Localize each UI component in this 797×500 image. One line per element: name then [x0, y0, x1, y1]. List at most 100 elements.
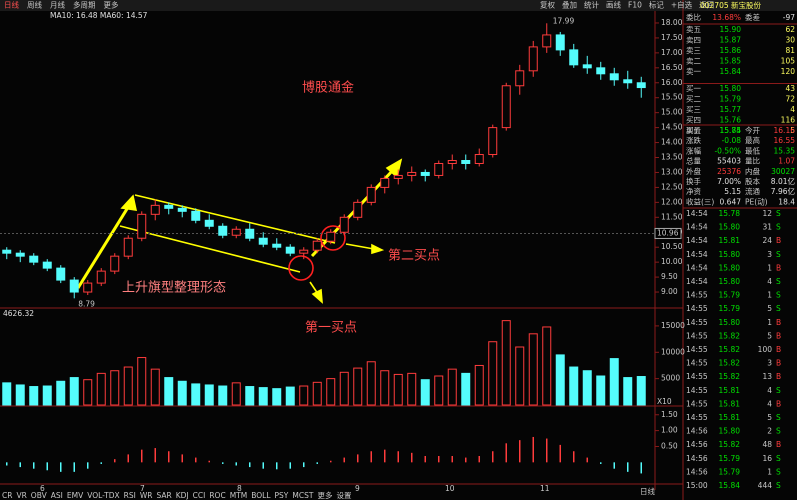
- indicator-tab[interactable]: RSI: [124, 491, 136, 500]
- stat-label: 收益(三): [686, 196, 714, 206]
- orderbook-label: 买一: [686, 84, 701, 93]
- trade-side: S: [776, 386, 781, 395]
- toolbar-tab[interactable]: 周线: [27, 0, 42, 10]
- candle-body: [380, 177, 390, 188]
- stat-value: 15.84: [720, 126, 742, 135]
- volume-bar: [312, 381, 322, 406]
- arrow-head: [120, 194, 138, 211]
- trade-price: 15.81: [719, 386, 741, 395]
- candle-body: [596, 67, 606, 75]
- indicator-tab[interactable]: 更多: [317, 490, 332, 500]
- orderbook-label: 卖四: [686, 36, 701, 45]
- indicator-tab[interactable]: OBV: [31, 491, 48, 500]
- volume-bar: [461, 372, 471, 406]
- trade-time: 14:55: [686, 304, 708, 313]
- volume-bar: [542, 326, 552, 406]
- orderbook-price: 15.77: [720, 105, 742, 114]
- toolbar-tab[interactable]: 更多: [104, 0, 119, 10]
- indicator-tab[interactable]: ROC: [209, 491, 225, 500]
- y-tick-label: 12.00: [661, 197, 683, 206]
- trade-volume: 24: [762, 236, 772, 245]
- volume-bar: [623, 377, 633, 406]
- indicator-tab[interactable]: 设置: [336, 490, 351, 500]
- stat-label: 股本: [745, 176, 760, 186]
- trade-time: 14:55: [686, 413, 708, 422]
- candle-body: [150, 204, 160, 215]
- toolbar-button[interactable]: 叠加: [562, 0, 577, 10]
- toolbar-tab[interactable]: 多周期: [73, 0, 96, 10]
- indicator-tab[interactable]: SAR: [157, 491, 172, 500]
- trade-side: S: [776, 277, 781, 286]
- trade-volume: 16: [762, 454, 772, 463]
- channel-lower: [119, 225, 301, 273]
- indicator-tab[interactable]: PSY: [275, 491, 289, 500]
- indicator-tab[interactable]: EMV: [67, 491, 84, 500]
- toolbar-button[interactable]: 标记: [649, 0, 664, 10]
- indicator-tab[interactable]: MTM: [230, 491, 248, 500]
- indicator-tab[interactable]: VR: [16, 491, 26, 500]
- candle-body: [69, 279, 79, 293]
- toolbar-button[interactable]: 画线: [606, 0, 621, 10]
- trade-side: S: [776, 454, 781, 463]
- annotation-buy2: 第二买点: [388, 249, 440, 264]
- trade-volume: 12: [762, 209, 772, 218]
- indicator-tab[interactable]: CCI: [193, 491, 206, 500]
- volume-bar: [83, 379, 93, 406]
- quote-label: 委比: [686, 12, 701, 22]
- trade-volume: 48: [762, 440, 772, 449]
- volume-bar: [299, 385, 309, 406]
- trade-side: B: [776, 399, 781, 408]
- indicator-tab[interactable]: BOLL: [251, 491, 271, 500]
- volume-bar: [488, 341, 498, 406]
- toolbar-bg: [0, 0, 797, 11]
- orderbook-price: 15.76: [720, 116, 742, 125]
- indicator-tab[interactable]: KDJ: [176, 491, 189, 500]
- stat-label: 换手: [686, 176, 701, 186]
- indicator-tab[interactable]: ASI: [51, 491, 63, 500]
- indicator-tab[interactable]: WR: [140, 491, 153, 500]
- volume-bar: [380, 370, 390, 406]
- stat-label: 外盘: [686, 166, 701, 176]
- orderbook-label: 卖五: [686, 25, 701, 34]
- toolbar-button[interactable]: 返回: [699, 1, 714, 10]
- volume-bar: [474, 364, 484, 406]
- candle-body: [42, 261, 52, 269]
- trade-side: B: [776, 359, 781, 368]
- toolbar-tab[interactable]: 日线: [4, 0, 19, 10]
- stat-label: 最高: [745, 135, 760, 145]
- orderbook-price: 15.86: [720, 46, 742, 55]
- volume-bar: [447, 368, 457, 406]
- stat-label: PE(动): [745, 196, 768, 206]
- orderbook-label: 卖一: [686, 67, 701, 76]
- candle-body: [2, 249, 12, 254]
- orderbook-price: 15.79: [720, 95, 742, 104]
- orderbook-volume: 4: [790, 105, 795, 114]
- stat-value: 55403: [717, 157, 741, 166]
- stat-value: 16.55: [774, 136, 796, 145]
- toolbar-button[interactable]: F10: [628, 1, 642, 10]
- stat-label: 现价: [686, 126, 701, 135]
- candle-body: [407, 171, 417, 176]
- y-tick-label: 15000: [661, 321, 685, 330]
- toolbar-button[interactable]: 复权: [540, 0, 555, 10]
- toolbar-button[interactable]: 统计: [584, 0, 599, 10]
- toolbar-tab[interactable]: 月线: [50, 0, 65, 10]
- trade-side: B: [776, 263, 781, 272]
- candle-body: [110, 255, 120, 272]
- candle-body: [96, 270, 106, 284]
- toolbar-button[interactable]: +自选: [671, 0, 693, 10]
- candle-body: [434, 162, 444, 176]
- candle-body: [15, 252, 25, 257]
- candle-body: [501, 85, 511, 129]
- indicator-tab[interactable]: VOL-TDX: [87, 491, 119, 500]
- trade-volume: 1: [767, 318, 772, 327]
- indicator-tab[interactable]: MCST: [292, 491, 313, 500]
- period-label: 日线: [640, 486, 655, 496]
- trade-price: 15.82: [719, 372, 741, 381]
- trade-volume: 13: [762, 372, 772, 381]
- trade-volume: 444: [758, 481, 773, 490]
- volume-bar: [56, 380, 66, 406]
- trade-time: 14:55: [686, 359, 708, 368]
- orderbook-volume: 120: [781, 67, 796, 76]
- indicator-tab[interactable]: CR: [2, 491, 12, 500]
